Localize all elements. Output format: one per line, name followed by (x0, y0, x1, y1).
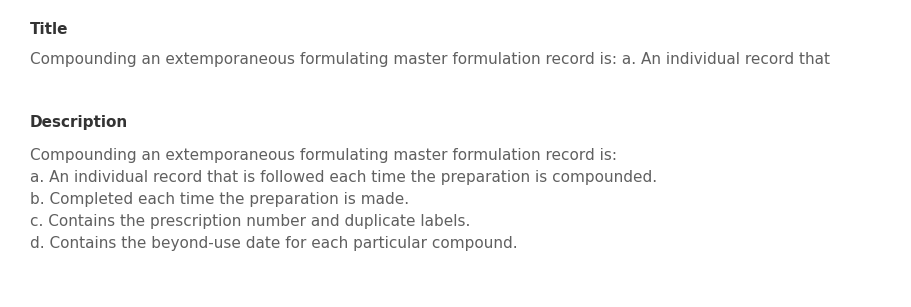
Text: Title: Title (30, 22, 68, 37)
Text: Description: Description (30, 115, 128, 130)
Text: a. An individual record that is followed each time the preparation is compounded: a. An individual record that is followed… (30, 170, 657, 185)
Text: Compounding an extemporaneous formulating master formulation record is:: Compounding an extemporaneous formulatin… (30, 148, 617, 163)
Text: Compounding an extemporaneous formulating master formulation record is: a. An in: Compounding an extemporaneous formulatin… (30, 52, 829, 67)
Text: d. Contains the beyond-use date for each particular compound.: d. Contains the beyond-use date for each… (30, 236, 517, 251)
Text: b. Completed each time the preparation is made.: b. Completed each time the preparation i… (30, 192, 409, 207)
Text: c. Contains the prescription number and duplicate labels.: c. Contains the prescription number and … (30, 214, 470, 229)
